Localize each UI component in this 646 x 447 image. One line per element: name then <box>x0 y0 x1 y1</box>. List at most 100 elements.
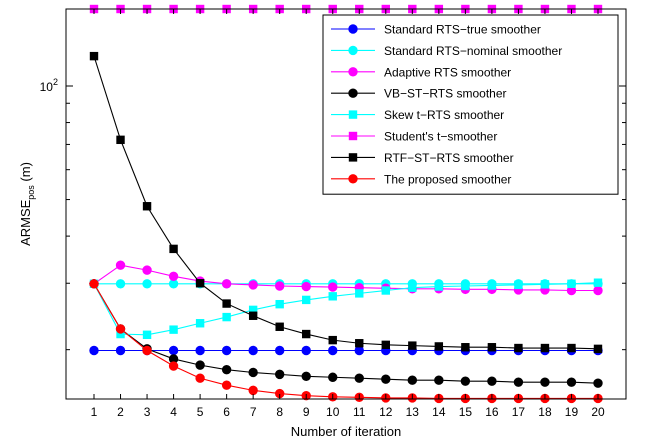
x-axis-label: Number of iteration <box>291 424 402 439</box>
data-point <box>248 311 258 320</box>
legend-item: Standard RTS−nominal smoother <box>331 44 562 58</box>
data-point <box>302 295 311 305</box>
data-point <box>221 279 232 289</box>
x-tick-label: 8 <box>276 405 283 419</box>
data-point <box>567 343 576 353</box>
legend-marker <box>348 174 358 184</box>
y-axis-label-subscript: pos <box>26 185 36 200</box>
legend-marker <box>348 67 358 77</box>
data-point <box>195 319 205 328</box>
data-point <box>593 378 603 388</box>
data-point <box>328 372 338 382</box>
data-point <box>142 330 152 340</box>
x-tick-label: 11 <box>353 405 366 419</box>
legend-label: Standard RTS−true smoother <box>384 23 541 37</box>
data-point <box>142 265 152 275</box>
x-tick-label: 16 <box>485 405 499 419</box>
data-point <box>302 329 311 339</box>
data-point <box>514 280 523 290</box>
x-tick-label: 13 <box>406 405 420 419</box>
data-point <box>434 282 444 291</box>
data-point <box>355 289 364 298</box>
data-point <box>274 345 285 356</box>
data-point <box>434 342 444 351</box>
series-7 <box>89 51 603 354</box>
legend-item: RTF−ST−RTS smoother <box>331 151 514 165</box>
data-point <box>115 279 126 289</box>
data-point <box>274 369 285 380</box>
data-point <box>567 279 576 288</box>
data-point <box>461 281 470 291</box>
data-point <box>115 260 126 270</box>
data-point <box>89 51 99 61</box>
data-point <box>142 345 152 356</box>
x-tick-label: 1 <box>91 405 98 419</box>
data-point <box>169 244 178 254</box>
data-point <box>328 345 338 356</box>
data-point <box>487 376 497 386</box>
data-point <box>195 345 205 356</box>
data-point <box>195 360 205 370</box>
x-tick-label: 17 <box>512 405 526 419</box>
legend-label: Student's t−smoother <box>384 130 497 144</box>
data-point <box>168 271 179 281</box>
x-tick-label: 2 <box>117 405 124 419</box>
data-point <box>487 281 497 290</box>
data-point <box>540 280 550 289</box>
legend-label: RTF−ST−RTS smoother <box>384 151 514 165</box>
series-4 <box>89 279 603 388</box>
y-axis-label-unit: (m) <box>18 162 33 185</box>
data-point <box>381 374 391 384</box>
x-tick-label: 15 <box>459 405 473 419</box>
data-point <box>142 279 152 289</box>
x-tick-label: 20 <box>591 405 605 419</box>
data-point <box>408 283 417 292</box>
data-point <box>248 385 258 396</box>
axes-frame <box>65 8 627 400</box>
data-point <box>222 312 231 322</box>
data-point <box>407 375 418 385</box>
data-point <box>89 345 99 356</box>
series-1 <box>89 345 603 356</box>
y-axis-label-main: ARMSE <box>18 199 33 246</box>
x-tick-label: 7 <box>250 405 257 419</box>
legend-marker <box>348 24 358 34</box>
legend-label: Standard RTS−nominal smoother <box>384 44 562 58</box>
data-point <box>248 280 258 290</box>
legend-item: Skew t−RTS smoother <box>331 108 504 122</box>
legend-item: Standard RTS−true smoother <box>331 23 541 37</box>
x-tick-label: 3 <box>144 405 151 419</box>
legend-item: Adaptive RTS smoother <box>331 65 511 79</box>
x-tick-label: 18 <box>538 405 552 419</box>
data-point <box>115 324 126 334</box>
series-8 <box>89 279 603 404</box>
x-tick-label: 14 <box>432 405 446 419</box>
data-point <box>301 371 311 381</box>
series-line <box>93 55 599 350</box>
legend-label: Adaptive RTS smoother <box>384 65 511 79</box>
data-point <box>355 339 364 348</box>
data-point <box>434 375 444 385</box>
data-point <box>593 344 603 354</box>
data-point <box>593 285 603 296</box>
legend-item: The proposed smoother <box>331 172 511 186</box>
data-point <box>248 367 258 378</box>
legend-box <box>322 14 619 195</box>
legend-marker <box>348 110 358 119</box>
data-point <box>593 278 603 287</box>
x-tick-label: 10 <box>326 405 340 419</box>
data-point <box>221 364 232 375</box>
data-point <box>275 322 284 331</box>
data-point <box>487 343 497 352</box>
x-tick-label: 19 <box>565 405 579 419</box>
x-tick-label: 4 <box>170 405 177 419</box>
x-tick-label: 5 <box>197 405 204 419</box>
data-point <box>222 299 231 308</box>
data-point <box>168 345 179 356</box>
data-point <box>221 380 232 390</box>
data-point <box>381 340 390 350</box>
series-line <box>93 282 599 336</box>
